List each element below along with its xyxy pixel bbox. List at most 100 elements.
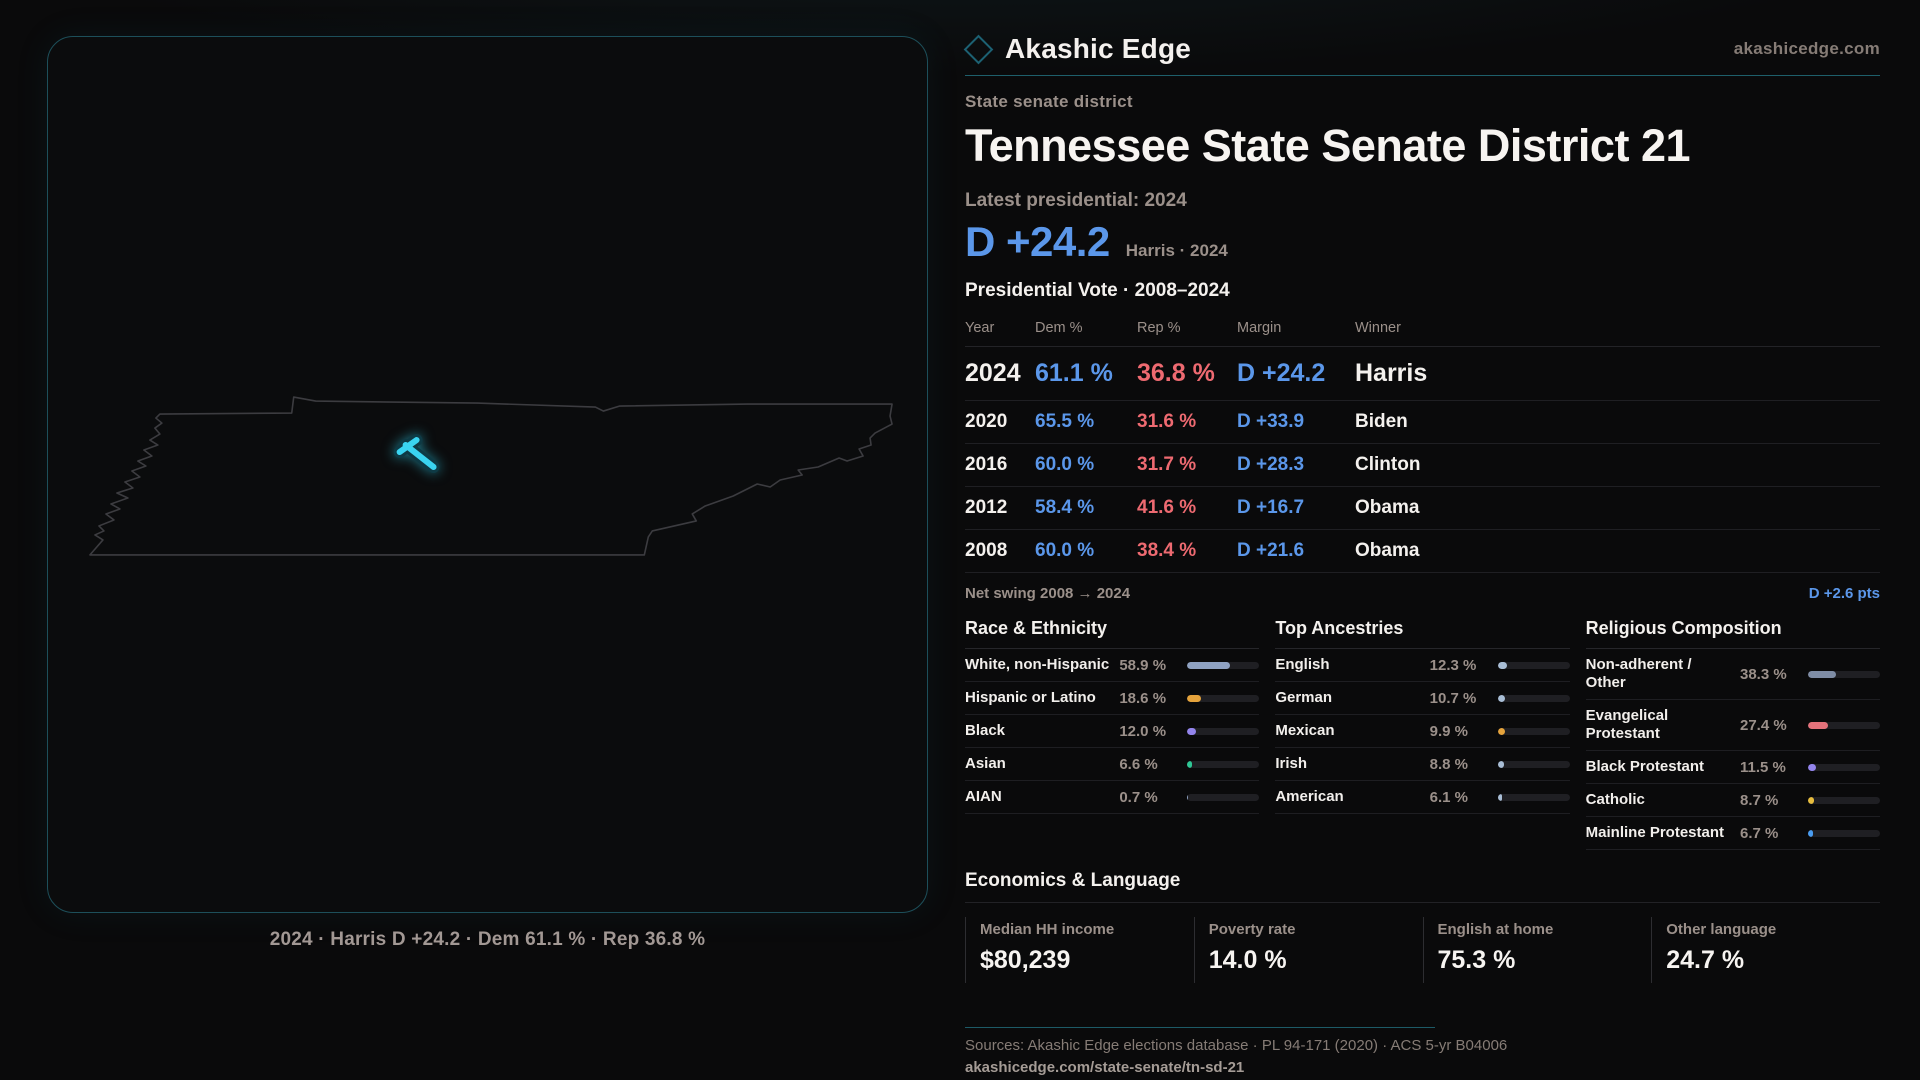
- footer-sources: Sources: Akashic Edge elections database…: [965, 1037, 1508, 1054]
- demo-value: 11.5 %: [1740, 758, 1786, 776]
- demo-row: Mexican 9.9 %: [1275, 715, 1570, 748]
- economics-stats: Median HH income $80,239 Poverty rate 14.0 …: [965, 917, 1880, 983]
- demo-row: English 12.3 %: [1275, 649, 1570, 682]
- demo-value: 27.4 %: [1740, 716, 1787, 734]
- vote-row: 2024 61.1 % 36.8 % D +24.2 Harris: [965, 347, 1880, 401]
- demo-value: 38.3 %: [1740, 665, 1787, 683]
- headline-margin-row: D +24.2 Harris · 2024: [965, 218, 1880, 266]
- site-link[interactable]: akashicedge.com: [1733, 39, 1880, 58]
- vote-year-cell: 2024: [965, 359, 1021, 387]
- latest-presidential-label: Latest presidential: 2024: [965, 190, 1187, 211]
- vote-winner-cell: Obama: [1355, 540, 1420, 561]
- vote-column-header: Rep %: [1137, 320, 1181, 336]
- demo-bar-fill: [1497, 793, 1503, 801]
- demo-bar-fill: [1187, 694, 1201, 702]
- demo-bar-fill: [1808, 670, 1836, 678]
- demo-bar-track: [1808, 670, 1880, 678]
- demo-bar-track: [1497, 760, 1570, 768]
- demo-label: Black Protestant: [1585, 758, 1705, 775]
- demo-label: American: [1275, 788, 1344, 805]
- kicker: State senate district: [965, 92, 1133, 111]
- vote-dem-cell: 60.0 %: [1035, 454, 1095, 475]
- vote-rep-cell: 31.6 %: [1137, 411, 1197, 432]
- demo-label: AIAN: [965, 788, 1002, 805]
- vote-table-body: 2024 61.1 % 36.8 % D +24.2 Harris 2020 65.5 % 3…: [965, 347, 1880, 573]
- vote-row: 2012 58.4 % 41.6 % D +16.7 Obama: [965, 487, 1880, 530]
- demo-label: Hispanic or Latino: [965, 689, 1096, 706]
- header-bar: Akashic Edge akashicedge.com: [963, 28, 1880, 70]
- demo-bar-fill: [1808, 829, 1813, 837]
- demo-section-title: Race & Ethnicity: [965, 618, 1260, 649]
- demo-label: Mainline Protestant: [1585, 824, 1725, 841]
- stat-value: 24.7 %: [1666, 946, 1745, 974]
- vote-rep-cell: 41.6 %: [1137, 497, 1197, 518]
- net-swing-row: Net swing 2008 → 2024 D +2.6 pts: [965, 573, 1880, 606]
- demo-label: English: [1275, 656, 1330, 673]
- demo-value: 6.7 %: [1740, 824, 1779, 842]
- demo-bar-track: [1187, 727, 1260, 735]
- vote-dem-cell: 58.4 %: [1035, 497, 1095, 518]
- vote-year-cell: 2020: [965, 411, 1008, 432]
- demo-row: Black Protestant 11.5 %: [1585, 751, 1880, 784]
- demo-value: 6.1 %: [1429, 788, 1469, 806]
- vote-dem-cell: 61.1 %: [1035, 359, 1113, 387]
- demo-value: 10.7 %: [1429, 689, 1477, 707]
- vote-column-header: Margin: [1237, 320, 1282, 336]
- demo-label: Evangelical Protestant: [1585, 707, 1669, 742]
- vote-margin-cell: D +33.9: [1237, 411, 1305, 432]
- vote-table-title: Presidential Vote · 2008–2024: [965, 280, 1230, 301]
- demo-bar-fill: [1187, 793, 1188, 801]
- vote-margin-cell: D +28.3: [1237, 454, 1305, 475]
- demo-bar-track: [1187, 694, 1260, 702]
- demo-value: 6.6 %: [1119, 755, 1158, 773]
- demo-bar-track: [1497, 727, 1570, 735]
- headline-candidate-year: Harris · 2024: [1125, 241, 1228, 260]
- demo-column-race: Race & Ethnicity White, non-Hispanic 58.9 …: [965, 618, 1260, 814]
- vote-rep-cell: 31.7 %: [1137, 454, 1197, 475]
- demo-label: Black: [965, 722, 1006, 739]
- demo-label: Asian: [965, 755, 1006, 772]
- map-panel: [47, 36, 928, 913]
- demo-bar-track: [1808, 763, 1880, 771]
- stat-value: 75.3 %: [1437, 946, 1516, 974]
- demo-row: Asian 6.6 %: [965, 748, 1260, 781]
- tennessee-map: [89, 396, 893, 556]
- vote-dem-cell: 65.5 %: [1035, 411, 1095, 432]
- demo-value: 58.9 %: [1119, 656, 1167, 674]
- demo-bar-track: [1808, 829, 1880, 837]
- demo-value: 12.3 %: [1429, 656, 1477, 674]
- demo-row: Non-adherent / Other 38.3 %: [1585, 649, 1880, 700]
- vote-margin-cell: D +21.6: [1237, 540, 1305, 561]
- demo-value: 9.9 %: [1429, 722, 1469, 740]
- demo-bar-fill: [1497, 727, 1505, 735]
- stat-label: English at home: [1437, 921, 1554, 938]
- demo-row: Mainline Protestant 6.7 %: [1585, 817, 1880, 850]
- demo-bar-fill: [1187, 727, 1196, 735]
- vote-column-header: Dem %: [1035, 320, 1083, 336]
- vote-winner-cell: Harris: [1355, 359, 1428, 387]
- stat-value: $80,239: [980, 946, 1071, 974]
- demo-row: AIAN 0.7 %: [965, 781, 1260, 814]
- vote-rep-cell: 36.8 %: [1137, 359, 1215, 387]
- vote-year-cell: 2008: [965, 540, 1008, 561]
- demo-value: 18.6 %: [1119, 689, 1167, 707]
- map-caption: 2024 · Harris D +24.2 · Dem 61.1 % · Rep…: [269, 929, 706, 950]
- demo-row: Black 12.0 %: [965, 715, 1260, 748]
- vote-year-cell: 2016: [965, 454, 1008, 475]
- brand-name: Akashic Edge: [1005, 33, 1192, 64]
- brand: Akashic Edge: [963, 33, 1192, 65]
- demo-bar-track: [1497, 694, 1570, 702]
- footer: Sources: Akashic Edge elections database…: [965, 1027, 1880, 1076]
- page-title: Tennessee State Senate District 21: [965, 120, 1691, 171]
- footer-permalink[interactable]: akashicedge.com/state-senate/tn-sd-21: [965, 1059, 1245, 1076]
- vote-row: 2020 65.5 % 31.6 % D +33.9 Biden: [965, 401, 1880, 444]
- vote-column-header: Winner: [1355, 320, 1401, 336]
- demo-row: White, non-Hispanic 58.9 %: [965, 649, 1260, 682]
- highlighted-district[interactable]: [393, 434, 440, 474]
- vote-margin-cell: D +16.7: [1237, 497, 1305, 518]
- vote-winner-cell: Obama: [1355, 497, 1420, 518]
- state-outline: [89, 396, 893, 556]
- vote-row: 2008 60.0 % 38.4 % D +21.6 Obama: [965, 530, 1880, 573]
- vote-row: 2016 60.0 % 31.7 % D +28.3 Clinton: [965, 444, 1880, 487]
- vote-margin-cell: D +24.2: [1237, 359, 1326, 387]
